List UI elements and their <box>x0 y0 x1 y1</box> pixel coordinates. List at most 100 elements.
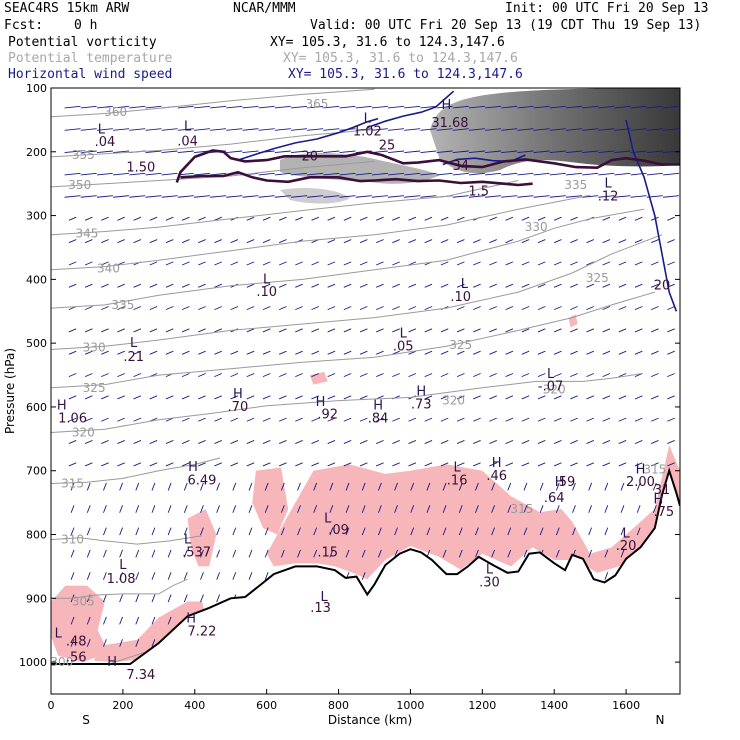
wind-vector <box>376 373 384 378</box>
wind-vector <box>491 527 495 536</box>
wind-vector <box>291 195 308 198</box>
wind-vector <box>582 105 599 109</box>
x-tick-label: 1400 <box>540 699 568 712</box>
wind-vector <box>165 350 174 355</box>
wind-vector <box>117 373 125 378</box>
y-tick-label: 200 <box>26 146 47 159</box>
wind-vector <box>103 594 107 603</box>
wind-vector <box>117 239 125 244</box>
wind-vector <box>84 417 93 422</box>
wind-vector <box>555 505 560 513</box>
wind-vector <box>537 261 546 266</box>
wind-vector <box>177 150 194 154</box>
wind-vector <box>650 283 659 288</box>
wind-vector <box>424 239 433 244</box>
wind-vector <box>246 417 255 422</box>
wind-vector <box>489 283 497 288</box>
wind-vector <box>242 150 259 154</box>
wind-vector <box>408 417 417 422</box>
wind-vector <box>323 105 340 109</box>
wind-vector <box>458 482 463 491</box>
wind-vector <box>553 395 562 400</box>
wind-vector <box>113 150 130 154</box>
wind-vector <box>359 216 368 221</box>
wind-vector <box>246 306 255 311</box>
wind-vector <box>193 172 210 176</box>
forecast-label: Fcst: <box>4 18 44 33</box>
wind-vector <box>634 239 643 244</box>
x-tick-label: 600 <box>256 699 277 712</box>
wind-vector <box>553 306 562 311</box>
wind-vector <box>598 150 615 154</box>
wind-vector <box>456 350 465 355</box>
wind-vector <box>361 527 366 536</box>
wind-vector <box>119 616 123 625</box>
wind-vector <box>149 462 158 467</box>
wind-vector <box>101 395 109 400</box>
wind-vector <box>456 417 465 422</box>
wind-vector <box>489 462 497 467</box>
wind-vector <box>274 150 291 154</box>
wind-vector <box>392 216 400 221</box>
wind-vector <box>620 482 625 491</box>
wind-vector <box>258 195 275 198</box>
wind-vector <box>650 462 659 467</box>
wind-vector <box>521 350 530 355</box>
wind-vector <box>475 527 479 536</box>
theta-label: 310 <box>61 533 84 547</box>
wind-vector <box>262 283 271 288</box>
wind-vector <box>507 482 512 491</box>
wind-vector <box>96 195 113 198</box>
wind-vector <box>650 395 659 400</box>
wind-vector <box>359 306 368 311</box>
theta-contour-360 <box>51 88 375 118</box>
wind-vector <box>523 505 528 513</box>
wind-vector <box>505 261 514 266</box>
theta-contour-320 <box>51 373 641 433</box>
wind-vector <box>620 527 625 536</box>
wind-vector <box>295 328 303 333</box>
pv-value-label: 1.02 <box>353 124 382 139</box>
wind-vector <box>359 373 368 378</box>
wind-vector <box>614 105 631 109</box>
wind-vector <box>68 283 77 288</box>
wind-vector <box>226 195 243 198</box>
wind-vector <box>230 239 239 244</box>
wind-vector <box>246 373 255 378</box>
theta-contour-355 <box>51 129 375 158</box>
wind-vector <box>214 306 222 311</box>
wind-vector <box>248 549 253 558</box>
wind-vector <box>618 239 627 244</box>
wind-vector <box>149 350 158 355</box>
wind-vector <box>586 239 595 244</box>
wind-vector <box>327 350 336 355</box>
extremum-marker: H <box>555 475 565 490</box>
y-tick-label: 1000 <box>19 656 47 669</box>
wind-vector <box>232 527 237 536</box>
wind-vector <box>129 172 146 176</box>
wind-vector <box>410 505 415 513</box>
wind-vector <box>262 395 271 400</box>
wind-vector <box>424 440 433 445</box>
wind-vector <box>151 527 156 536</box>
theta-label: 315 <box>510 502 533 516</box>
wind-vector <box>549 172 566 176</box>
wind-vector <box>262 373 271 378</box>
wind-vector <box>151 616 156 625</box>
pv-value-label: 1.50 <box>126 161 155 176</box>
wind-vector <box>473 462 481 467</box>
wind-vector <box>161 172 178 176</box>
wind-vector <box>539 527 544 536</box>
wind-vector <box>667 417 675 422</box>
wind-vector <box>198 216 206 221</box>
wind-vector <box>618 350 627 355</box>
wind-vector <box>103 482 107 491</box>
wind-vector <box>307 105 324 109</box>
wind-vector <box>230 261 239 266</box>
wind-vector <box>420 150 437 154</box>
wind-vector <box>376 239 384 244</box>
wind-vector <box>636 527 641 536</box>
wind-vector <box>588 482 593 491</box>
wind-vector <box>117 216 125 221</box>
pv-value-label: .537 <box>182 545 211 560</box>
